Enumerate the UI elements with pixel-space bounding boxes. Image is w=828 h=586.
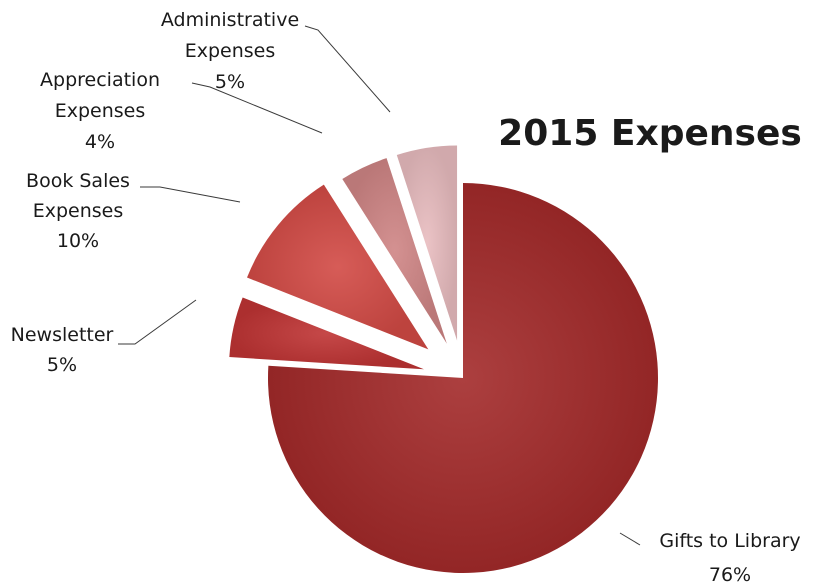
slice-label-line: Gifts to Library [659, 530, 800, 552]
chart-title: 2015 Expenses [498, 113, 802, 154]
slice-label-line: 5% [47, 354, 77, 376]
slice-label-line: Administrative [161, 9, 299, 31]
slice-label-appreciation-expenses: Appreciation Expenses 4% [40, 69, 160, 153]
slice-label-line: Expenses [55, 100, 146, 122]
slice-label-line: Book Sales [26, 170, 130, 192]
leader-line-book-sales-expenses [140, 186, 241, 203]
pie-slice-shade [229, 297, 424, 370]
pie-slices [229, 145, 658, 574]
pie-slice-shade [268, 183, 658, 574]
slice-label-line: 76% [709, 564, 751, 586]
slice-label-newsletter: Newsletter 5% [11, 324, 114, 376]
slice-label-line: Newsletter [11, 324, 114, 346]
leader-lines [118, 25, 641, 546]
slice-label-line: 5% [215, 71, 245, 93]
slice-labels: Gifts to Library 76% Newsletter 5% Book Sale… [11, 9, 801, 586]
pie-slice-shade [342, 158, 447, 344]
slice-label-gifts-to-library: Gifts to Library 76% [659, 530, 800, 586]
slice-label-line: Expenses [33, 200, 124, 222]
leader-line-administrative-expenses [304, 25, 391, 113]
leader-line-newsletter [118, 299, 197, 345]
leader-line-appreciation-expenses [191, 82, 323, 134]
leader-line-gifts-to-library [619, 532, 641, 546]
slice-label-administrative-expenses: Administrative Expenses 5% [161, 9, 299, 93]
slice-label-line: 10% [57, 230, 99, 252]
pie-slice-shade [247, 184, 429, 350]
slice-label-line: 4% [85, 131, 115, 153]
slice-label-line: Expenses [185, 40, 276, 62]
pie-slice-shade [396, 145, 458, 341]
slice-label-book-sales-expenses: Book Sales Expenses 10% [26, 170, 130, 252]
slice-label-line: Appreciation [40, 69, 160, 91]
